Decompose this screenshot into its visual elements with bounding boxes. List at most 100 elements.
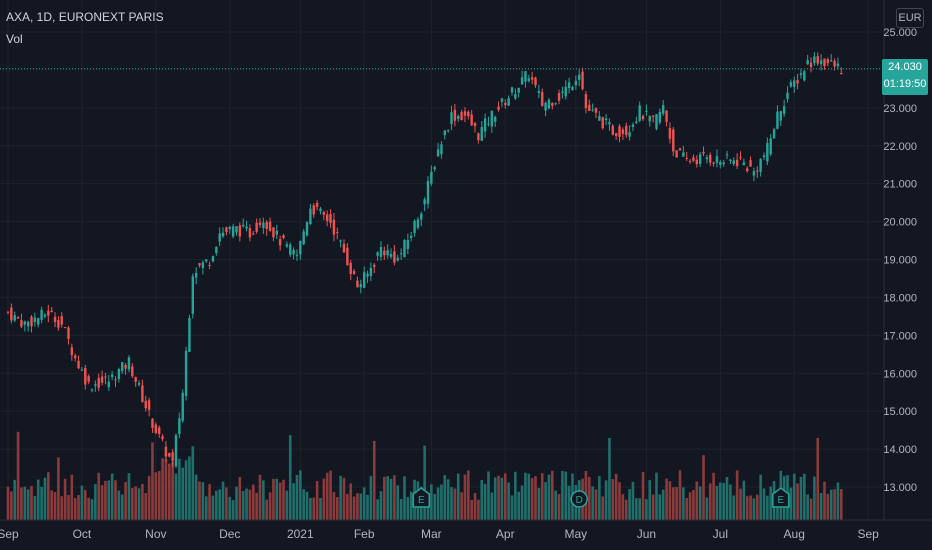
volume-bar bbox=[796, 483, 799, 520]
candle-body bbox=[221, 232, 225, 237]
candle-body bbox=[625, 125, 628, 136]
volume-bar bbox=[567, 485, 571, 520]
candle-body bbox=[104, 376, 107, 378]
candle-body bbox=[752, 171, 756, 176]
volume-bar bbox=[409, 491, 413, 520]
candle-body bbox=[685, 157, 688, 159]
event-marker-e[interactable]: E bbox=[412, 487, 431, 508]
candle-body bbox=[362, 272, 366, 288]
volume-indicator-label[interactable]: Vol bbox=[6, 32, 23, 46]
candle-body bbox=[470, 114, 473, 126]
candle-body bbox=[786, 92, 789, 100]
volume-bar bbox=[393, 475, 396, 520]
time-axis[interactable]: Sep Oct Nov Dec 2021 Feb Mar Apr May Jun Jul Aug Sep bbox=[0, 527, 879, 541]
candle-body bbox=[305, 222, 309, 236]
volume-bar bbox=[282, 479, 285, 520]
volume-bar bbox=[678, 470, 682, 520]
volume-bar bbox=[248, 489, 252, 520]
volume-bar bbox=[198, 481, 201, 520]
volume-bar bbox=[450, 487, 453, 520]
candle-body bbox=[702, 151, 705, 154]
volume-bar bbox=[80, 485, 84, 520]
candle-body bbox=[655, 114, 658, 129]
volume-bar bbox=[537, 487, 541, 520]
candle-body bbox=[134, 376, 137, 382]
candle-body bbox=[584, 94, 588, 109]
candle-body bbox=[332, 219, 336, 235]
candle-body bbox=[252, 233, 255, 235]
volume-bar bbox=[329, 470, 332, 520]
volume-bar bbox=[514, 471, 517, 520]
candle-body bbox=[63, 327, 67, 329]
candle-body bbox=[67, 327, 70, 339]
candle-body bbox=[262, 222, 265, 229]
candle-body bbox=[43, 314, 47, 317]
candle-body bbox=[695, 159, 698, 165]
candle-body bbox=[648, 115, 651, 122]
event-marker-label: D bbox=[576, 495, 583, 506]
volume-bar bbox=[403, 476, 406, 520]
candle-body bbox=[554, 103, 557, 105]
volume-bar bbox=[114, 480, 117, 520]
candle-body bbox=[228, 226, 231, 229]
candle-body bbox=[796, 80, 799, 84]
candle-body bbox=[772, 129, 776, 139]
candle-body bbox=[410, 235, 413, 239]
volume-bar bbox=[208, 484, 211, 520]
candle-body bbox=[376, 252, 379, 256]
volume-bar bbox=[591, 486, 594, 520]
volume-bar bbox=[446, 479, 450, 520]
candle-body bbox=[164, 446, 168, 457]
candle-body bbox=[547, 99, 551, 109]
candle-body bbox=[709, 154, 712, 163]
candle-body bbox=[218, 233, 221, 242]
volume-bar bbox=[221, 481, 225, 520]
candle-body bbox=[147, 400, 151, 410]
symbol-title[interactable]: AXA, 1D, EURONEXT PARIS bbox=[6, 10, 164, 24]
candle-body bbox=[672, 129, 675, 152]
volume-bar bbox=[100, 485, 104, 520]
volume-bar bbox=[725, 476, 729, 520]
volume-bar bbox=[83, 489, 87, 520]
candle-body bbox=[242, 224, 245, 227]
candle-body bbox=[803, 71, 806, 81]
currency-button[interactable]: EUR bbox=[896, 8, 924, 28]
volume-bar bbox=[141, 483, 144, 520]
volume-bar bbox=[73, 498, 77, 520]
volume-bar bbox=[524, 472, 527, 520]
price-axis-label: 15.000 bbox=[883, 406, 917, 418]
candle-body bbox=[833, 60, 836, 67]
time-axis-label: Aug bbox=[784, 527, 805, 541]
volume-bar bbox=[299, 470, 302, 520]
volume-bar bbox=[587, 476, 591, 520]
volume-bar bbox=[517, 491, 521, 520]
volume-bar bbox=[87, 497, 90, 520]
candle-body bbox=[33, 317, 37, 323]
candle-body bbox=[399, 253, 403, 255]
volume-bar bbox=[167, 463, 171, 520]
volume-bar bbox=[278, 482, 282, 520]
candle-body bbox=[527, 78, 530, 81]
volume-bar bbox=[668, 481, 672, 520]
event-marker-e[interactable]: E bbox=[772, 487, 790, 508]
volume-bar bbox=[188, 456, 191, 520]
volume-bar bbox=[204, 496, 208, 520]
candle-body bbox=[97, 378, 100, 388]
volume-bar bbox=[305, 491, 309, 520]
candle-body bbox=[30, 316, 33, 327]
candle-body bbox=[168, 453, 171, 457]
candle-body bbox=[480, 127, 483, 141]
volume-bar bbox=[641, 471, 645, 520]
candle-body bbox=[90, 389, 94, 391]
candle-body bbox=[188, 317, 191, 352]
candle-body bbox=[504, 102, 507, 105]
volume-bar bbox=[510, 495, 514, 520]
candle-body bbox=[645, 110, 648, 112]
volume-bar bbox=[742, 480, 746, 520]
event-marker-d[interactable]: D bbox=[570, 490, 588, 508]
volume-bar bbox=[792, 473, 796, 520]
candle-body bbox=[57, 320, 60, 328]
volume-bar bbox=[658, 494, 662, 520]
